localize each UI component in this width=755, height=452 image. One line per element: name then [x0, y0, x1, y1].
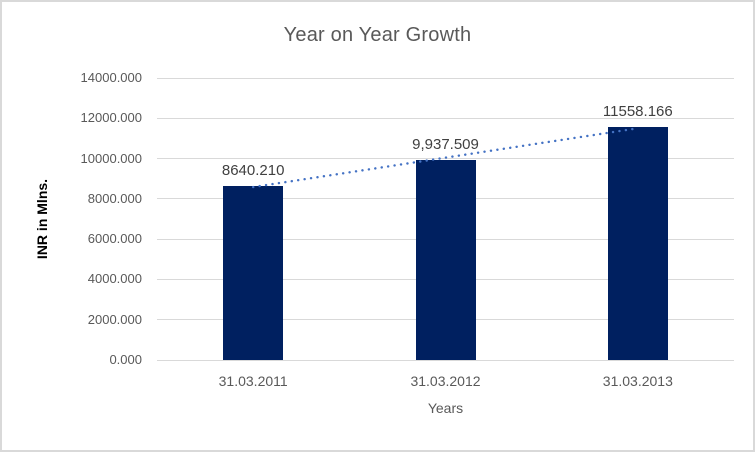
- chart-title: Year on Year Growth: [283, 24, 472, 46]
- y-tick-label: 12000.000: [80, 110, 142, 126]
- y-tick-label: 0.000: [109, 352, 142, 367]
- x-category-label: 31.03.2011: [218, 373, 288, 389]
- gridline: [157, 117, 734, 119]
- gridline: [157, 77, 734, 79]
- x-axis-title: Years: [427, 400, 464, 416]
- y-tick-label: 8000.000: [87, 190, 142, 206]
- y-tick-label: 10000.000: [80, 150, 142, 166]
- y-tick-label: 6000.000: [87, 231, 142, 247]
- bar: [415, 159, 476, 360]
- data-label: 11558.166: [602, 103, 673, 121]
- data-label: 9,937.509: [412, 135, 479, 153]
- y-tick-label: 14000.000: [80, 70, 142, 85]
- y-tick-label: 4000.000: [87, 271, 142, 287]
- x-category-label: 31.03.2013: [602, 373, 673, 389]
- bar: [607, 127, 668, 360]
- x-category-label: 31.03.2012: [410, 373, 481, 389]
- data-label: 8640.210: [221, 161, 285, 179]
- gridline: [157, 359, 734, 361]
- bar: [223, 185, 284, 360]
- y-tick-label: 2000.000: [87, 311, 142, 327]
